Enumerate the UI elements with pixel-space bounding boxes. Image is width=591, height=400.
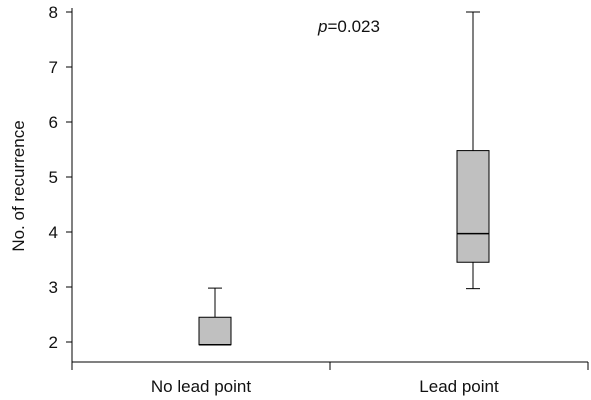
axes	[71, 8, 588, 363]
p-value-annotation: p=0.023	[317, 17, 380, 36]
boxes	[198, 11, 490, 346]
box-group	[198, 287, 232, 346]
x-category-label: Lead point	[419, 377, 499, 396]
y-tick-label: 5	[49, 168, 58, 187]
y-ticks: 2 3 4 5 6 7 8	[49, 3, 72, 352]
iqr-box	[456, 150, 490, 263]
y-tick-label: 8	[49, 3, 58, 22]
p-value-rest: =0.023	[327, 17, 379, 36]
x-ticks: No lead point Lead point	[71, 362, 589, 396]
box-group	[456, 11, 490, 290]
y-tick-label: 3	[49, 278, 58, 297]
y-tick-label: 7	[49, 58, 58, 77]
y-tick-label: 6	[49, 113, 58, 132]
iqr-box	[198, 316, 232, 346]
x-category-label: No lead point	[151, 377, 251, 396]
y-tick-label: 2	[49, 333, 58, 352]
y-tick-label: 4	[49, 223, 58, 242]
y-axis-title: No. of recurrence	[9, 120, 28, 251]
p-value-prefix: p	[317, 17, 327, 36]
